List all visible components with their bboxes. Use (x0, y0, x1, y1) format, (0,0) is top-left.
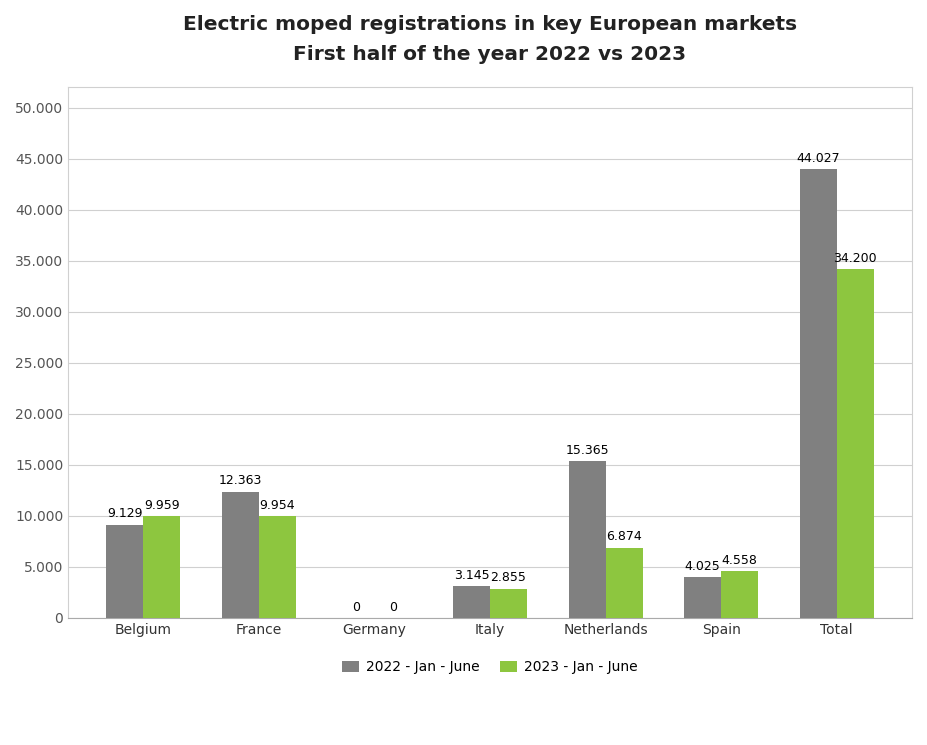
Text: 34.200: 34.200 (833, 252, 877, 264)
Text: 9.959: 9.959 (144, 499, 180, 512)
Text: 4.558: 4.558 (722, 554, 757, 567)
Bar (107, 524, 144, 618)
Text: 0: 0 (389, 600, 397, 614)
Bar (837, 269, 873, 618)
Text: 15.365: 15.365 (565, 444, 609, 457)
Text: 44.027: 44.027 (796, 151, 840, 165)
Bar (800, 168, 837, 618)
Text: 2.855: 2.855 (490, 571, 527, 585)
Title: Electric moped registrations in key European markets
First half of the year 2022: Electric moped registrations in key Euro… (183, 15, 797, 63)
Legend: 2022 - Jan - June, 2023 - Jan - June: 2022 - Jan - June, 2023 - Jan - June (337, 655, 643, 679)
Bar (259, 516, 296, 618)
Text: 6.874: 6.874 (606, 530, 642, 543)
Bar (721, 571, 758, 618)
Bar (568, 461, 605, 618)
Bar (605, 548, 642, 618)
Bar (144, 516, 181, 618)
Text: 9.954: 9.954 (260, 499, 296, 512)
Bar (490, 589, 527, 618)
Text: 0: 0 (352, 600, 360, 614)
Bar (453, 586, 490, 618)
Text: 4.025: 4.025 (685, 559, 720, 573)
Text: 3.145: 3.145 (453, 568, 489, 582)
Bar (222, 492, 259, 618)
Text: 9.129: 9.129 (108, 507, 143, 521)
Text: 12.363: 12.363 (219, 475, 262, 487)
Bar (684, 577, 721, 618)
